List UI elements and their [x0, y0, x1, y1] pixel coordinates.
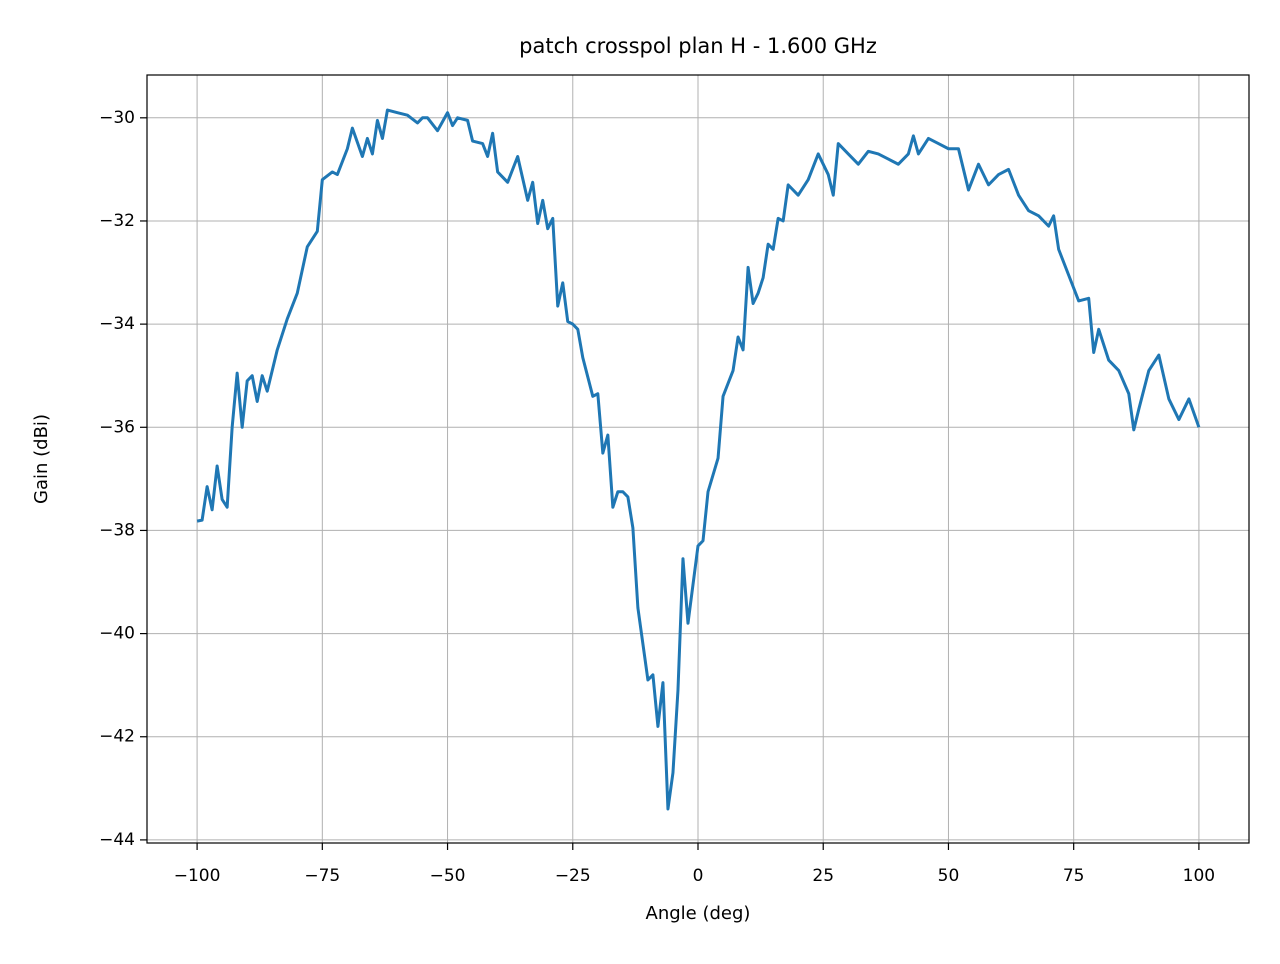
plot-frame [146, 74, 1250, 844]
x-tick-label: 50 [938, 866, 960, 886]
y-axis-label: Gain (dBi) [31, 414, 52, 504]
x-tick-label: 75 [1063, 866, 1085, 886]
y-tick-label: −40 [99, 624, 135, 644]
x-tick-label: −25 [555, 866, 591, 886]
x-tick-label: −100 [174, 866, 221, 886]
data-line [196, 108, 1201, 811]
y-tick-label: −34 [99, 314, 135, 334]
chart-title: patch crosspol plan H - 1.600 GHz [519, 34, 877, 58]
y-tick-label: −42 [99, 727, 135, 747]
x-tick-label: 100 [1183, 866, 1215, 886]
y-tick-label: −30 [99, 108, 135, 128]
y-tick-label: −44 [99, 830, 135, 850]
y-tick-label: −36 [99, 417, 135, 437]
y-tick-label: −38 [99, 520, 135, 540]
x-axis-label: Angle (deg) [646, 903, 751, 924]
x-tick-label: −75 [304, 866, 340, 886]
x-tick-label: 0 [693, 866, 704, 886]
y-tick-label: −32 [99, 211, 135, 231]
x-tick-label: −50 [430, 866, 466, 886]
x-tick-label: 25 [812, 866, 834, 886]
